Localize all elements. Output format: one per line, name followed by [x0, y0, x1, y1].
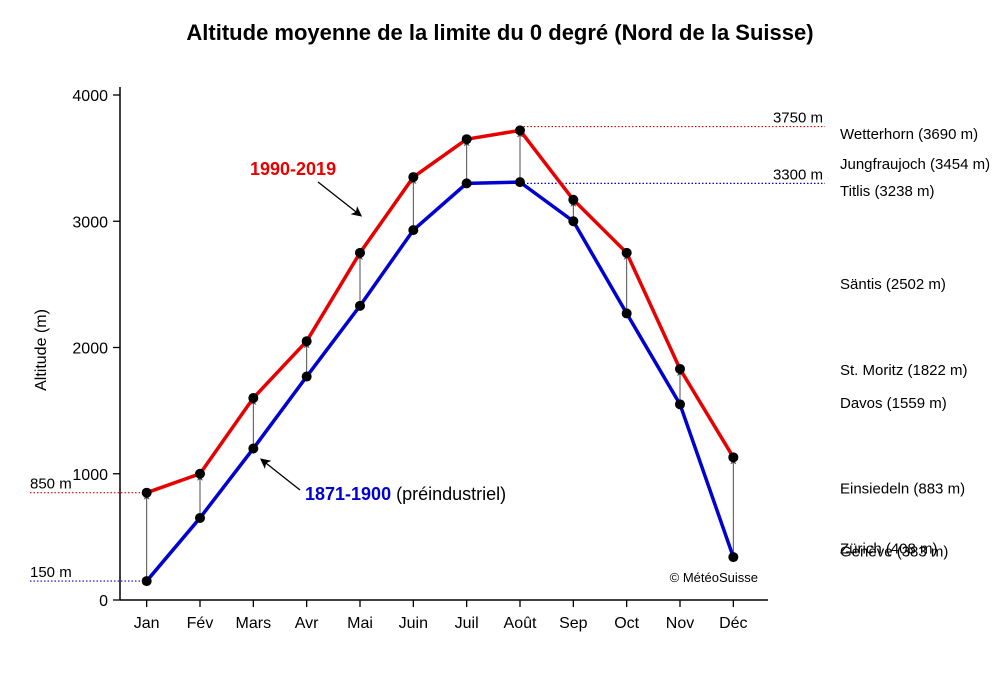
location-label: Genève (383 m) — [840, 544, 948, 561]
preindustrial-line — [147, 182, 734, 581]
y-tick-label: 2000 — [72, 341, 108, 358]
y-tick-label: 1000 — [72, 467, 108, 484]
preindustrial-marker — [728, 552, 738, 562]
preindustrial-marker — [302, 372, 312, 382]
x-tick-label: Oct — [614, 615, 639, 632]
recent-marker — [728, 452, 738, 462]
x-tick-label: Jan — [134, 615, 160, 632]
x-tick-label: Avr — [295, 615, 319, 632]
x-tick-label: Fév — [187, 615, 214, 632]
y-tick-label: 4000 — [72, 88, 108, 105]
legend-recent-arrow — [318, 182, 360, 215]
legend-preindustrial: 1871-1900 (préindustriel) — [305, 484, 506, 504]
location-labels: Wetterhorn (3690 m) Jungfraujoch (3454 m)… — [840, 126, 990, 561]
location-label: Wetterhorn (3690 m) — [840, 126, 978, 143]
preindustrial-marker — [408, 225, 418, 235]
axes: 0 1000 2000 3000 4000 Jan Fév Mars Avr Mai Juin Jui… — [72, 87, 768, 632]
y-tick-label: 0 — [99, 593, 108, 610]
preindustrial-marker — [622, 308, 632, 318]
y-tick-label: 3000 — [72, 214, 108, 231]
preindustrial-marker — [515, 177, 525, 187]
reference-lines: 850 m 150 m 3750 m 3300 m — [30, 110, 825, 582]
legend-recent: 1990-2019 — [250, 159, 336, 179]
preindustrial-marker — [142, 576, 152, 586]
ref-line-label: 850 m — [30, 476, 72, 493]
copyright: © MétéoSuisse — [670, 570, 758, 585]
x-tick-label: Déc — [719, 615, 747, 632]
x-tick-label: Sep — [559, 615, 588, 632]
x-tick-label: Mai — [347, 615, 373, 632]
y-axis-label: Altitude (m) — [33, 309, 50, 391]
recent-marker — [675, 364, 685, 374]
recent-marker — [302, 336, 312, 346]
legend-preind-arrow — [262, 460, 300, 490]
ref-line-label: 3300 m — [773, 166, 823, 183]
location-label: Jungfraujoch (3454 m) — [840, 156, 990, 173]
location-label: Säntis (2502 m) — [840, 276, 946, 293]
recent-marker — [568, 195, 578, 205]
recent-marker — [248, 393, 258, 403]
ref-line-label: 3750 m — [773, 110, 823, 127]
x-tick-label: Juin — [399, 615, 428, 632]
x-tick-label: Nov — [666, 615, 694, 632]
chart-container: Altitude moyenne de la limite du 0 degré… — [0, 0, 1000, 682]
gap-arrows — [147, 134, 734, 581]
x-tick-label: Août — [504, 615, 537, 632]
series-labels: 1990-2019 1871-1900 (préindustriel) — [250, 159, 506, 504]
recent-line — [147, 130, 734, 492]
preindustrial-marker — [568, 216, 578, 226]
recent-marker — [515, 125, 525, 135]
preindustrial-marker — [195, 513, 205, 523]
location-label: Einsiedeln (883 m) — [840, 481, 965, 498]
ref-line-label: 150 m — [30, 564, 72, 581]
x-tick-label: Juil — [455, 615, 479, 632]
preindustrial-marker — [355, 301, 365, 311]
location-label: St. Moritz (1822 m) — [840, 362, 968, 379]
recent-marker — [462, 134, 472, 144]
x-tick-label: Mars — [236, 615, 272, 632]
preindustrial-marker — [248, 444, 258, 454]
preindustrial-marker — [462, 178, 472, 188]
recent-marker — [355, 248, 365, 258]
location-label: Titlis (3238 m) — [840, 183, 934, 200]
chart-svg: Altitude moyenne de la limite du 0 degré… — [0, 0, 1000, 682]
recent-marker — [195, 469, 205, 479]
location-label: Davos (1559 m) — [840, 395, 947, 412]
chart-title: Altitude moyenne de la limite du 0 degré… — [186, 20, 813, 45]
recent-marker — [142, 488, 152, 498]
preindustrial-marker — [675, 399, 685, 409]
data-series — [142, 125, 739, 586]
recent-marker — [622, 248, 632, 258]
recent-marker — [408, 172, 418, 182]
